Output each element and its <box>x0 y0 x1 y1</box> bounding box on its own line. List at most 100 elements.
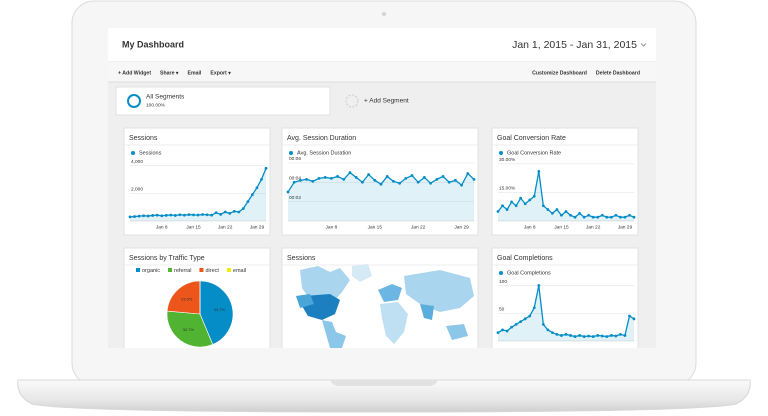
point <box>605 215 609 219</box>
toolbar-item[interactable]: Email <box>188 70 202 76</box>
point <box>564 332 568 336</box>
widget-title[interactable]: Goal Completions <box>497 255 553 262</box>
y-tick-label: 2,000 <box>131 187 143 193</box>
point <box>348 171 352 174</box>
x-tick-label: Jan 8 <box>326 224 338 230</box>
dashboard-title: My Dashboard <box>122 39 184 49</box>
y-tick-label: 00:06 <box>289 156 301 162</box>
point <box>151 214 155 217</box>
point <box>569 334 572 337</box>
point <box>564 210 568 213</box>
point <box>385 175 389 178</box>
widget-title: Avg. Session Duration <box>287 135 356 142</box>
x-tick-label: Jan 8 <box>524 224 536 230</box>
point <box>246 200 250 203</box>
toolbar <box>108 62 656 82</box>
point <box>555 332 559 336</box>
point <box>519 320 523 323</box>
widget <box>491 127 639 236</box>
point <box>600 213 604 217</box>
y-tick-label: 15.00% <box>499 186 516 192</box>
point <box>169 213 173 217</box>
point <box>196 213 200 217</box>
slice-label: 43.7% <box>214 307 226 312</box>
point <box>587 334 591 338</box>
point <box>546 328 550 332</box>
toolbar-item[interactable]: Customize Dashboard <box>532 70 587 76</box>
point <box>441 175 445 178</box>
point <box>628 314 631 318</box>
point <box>423 176 426 179</box>
point <box>183 213 186 217</box>
point <box>454 178 457 182</box>
point <box>305 177 308 181</box>
widget-title[interactable]: Sessions <box>287 255 316 262</box>
point <box>260 178 263 181</box>
point <box>523 202 527 206</box>
point <box>532 306 536 310</box>
y-tick-label: 30.00% <box>499 157 516 163</box>
point <box>514 204 518 208</box>
point <box>232 209 236 213</box>
point <box>410 174 414 177</box>
segment-box[interactable] <box>115 86 331 116</box>
toolbar-item[interactable]: + Add Widget <box>118 70 151 76</box>
map-region <box>296 294 314 308</box>
toolbar-item[interactable]: Share ▾ <box>160 70 179 76</box>
point <box>505 208 509 211</box>
point <box>623 334 627 337</box>
point <box>447 180 451 184</box>
date-range[interactable]: Jan 1, 2015 - Jan 31, 2015 <box>512 39 637 51</box>
segment-icon <box>127 94 141 108</box>
point <box>591 215 595 219</box>
x-tick-label: Jan 22 <box>586 224 601 230</box>
point <box>505 329 509 333</box>
point <box>510 325 513 329</box>
point <box>155 213 159 217</box>
add-segment[interactable]: + Add Segment <box>364 98 409 105</box>
point <box>237 210 241 214</box>
legend-label: Goal Completions <box>507 270 551 276</box>
x-tick-label: Jan 15 <box>554 224 569 230</box>
point <box>609 215 613 219</box>
point <box>496 210 500 213</box>
point <box>379 182 383 186</box>
toolbar-item[interactable]: Export ▾ <box>210 70 231 76</box>
point <box>582 215 586 219</box>
x-tick-label: Jan 29 <box>454 224 469 230</box>
point <box>578 211 581 215</box>
map-region <box>420 304 434 320</box>
point <box>367 173 370 176</box>
add-segment-icon[interactable] <box>345 94 359 108</box>
point <box>605 335 609 338</box>
toolbar-item[interactable]: Delete Dashboard <box>596 70 640 76</box>
point <box>429 181 432 185</box>
point <box>632 317 636 321</box>
point <box>373 178 377 182</box>
point <box>472 177 476 181</box>
legend-label: Goal Conversion Rate <box>507 150 561 156</box>
legend-swatch <box>226 268 231 272</box>
point <box>528 198 532 202</box>
point <box>228 211 232 215</box>
point <box>573 335 577 338</box>
point <box>187 213 191 217</box>
point <box>146 214 150 218</box>
world-map <box>296 264 474 348</box>
point <box>501 204 504 208</box>
point <box>551 211 554 215</box>
point <box>628 213 631 217</box>
camera <box>381 11 387 17</box>
point <box>532 194 536 198</box>
map-region <box>352 264 372 282</box>
point <box>569 213 572 217</box>
date-chevron[interactable] <box>640 43 647 47</box>
point <box>201 213 204 216</box>
legend-label: Avg. Session Duration <box>297 150 351 156</box>
point <box>192 213 195 217</box>
point <box>416 180 420 184</box>
segment-name[interactable]: All Segments <box>146 94 185 101</box>
point <box>142 214 146 218</box>
point <box>214 211 218 215</box>
